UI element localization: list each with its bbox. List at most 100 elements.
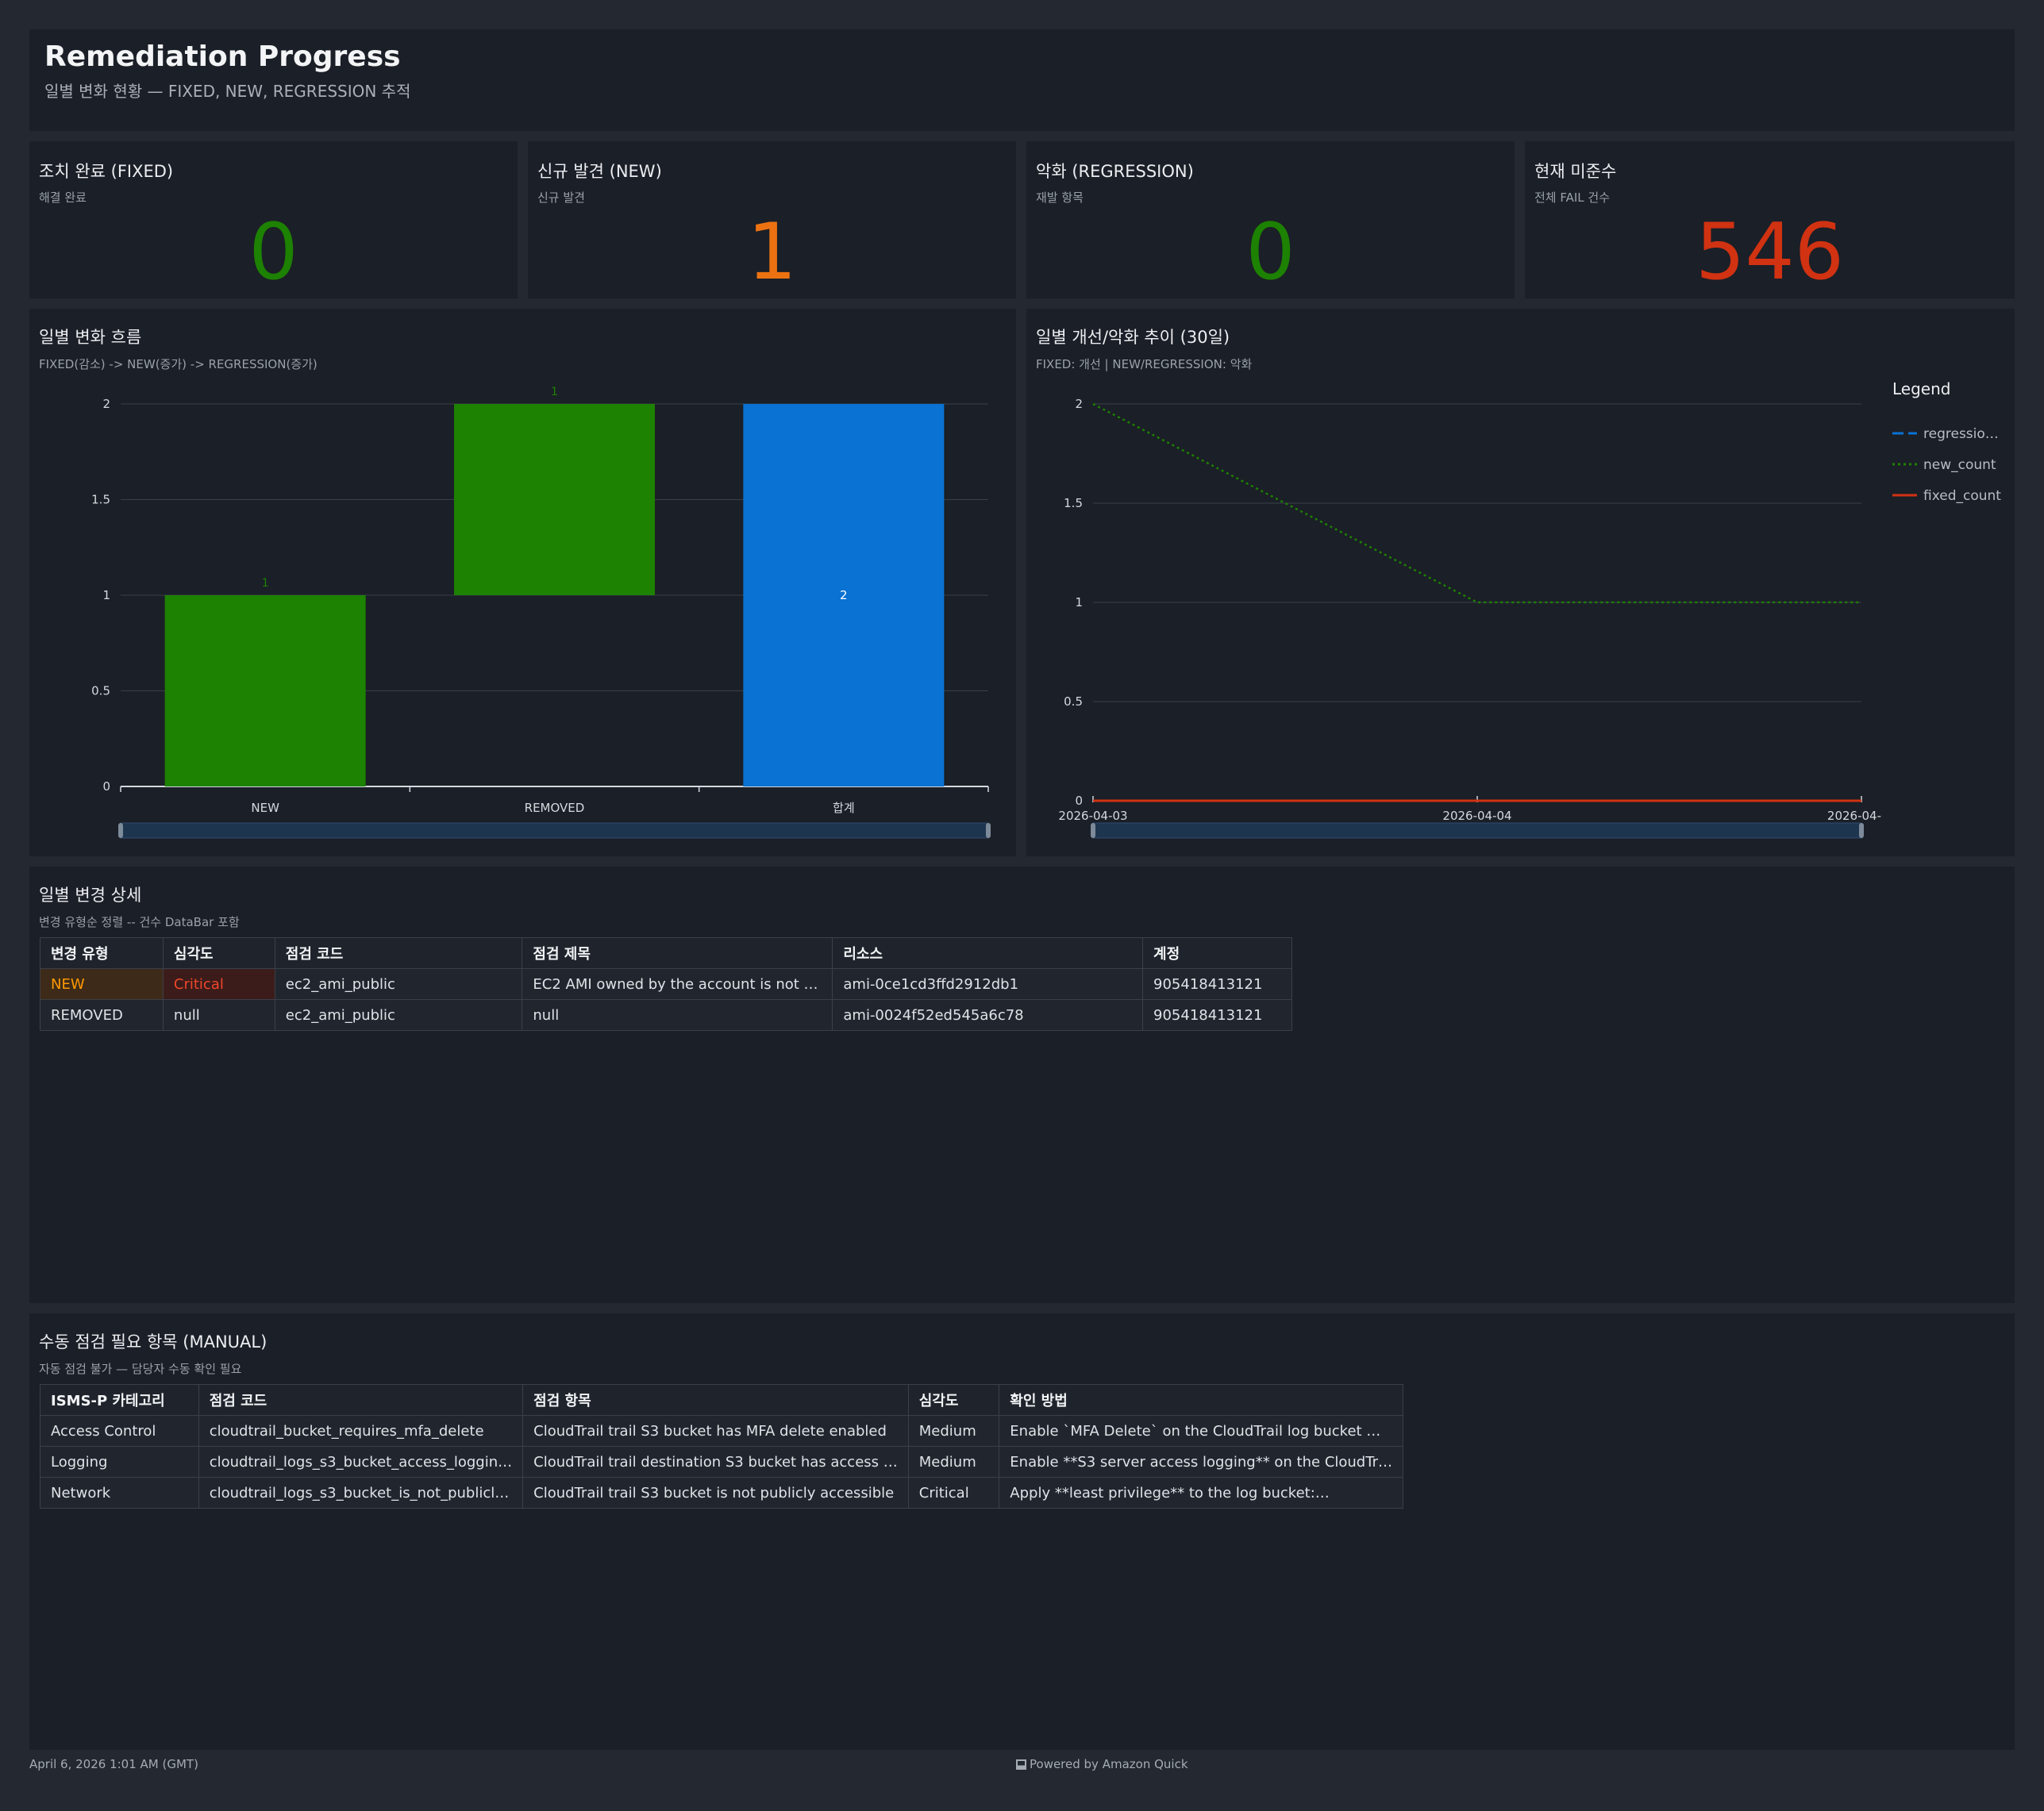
legend-label: new_count <box>1923 457 1996 473</box>
category-cell: Logging <box>40 1446 199 1478</box>
kpi-title: 현재 미준수 <box>1534 162 1617 181</box>
x-tick-label: REMOVED <box>525 801 585 815</box>
check-item-cell: CloudTrail trail S3 bucket has MFA delet… <box>522 1415 909 1447</box>
severity-cell: Critical <box>162 968 275 1000</box>
column-header[interactable]: 심각도 <box>162 937 275 969</box>
chart-logo-icon <box>1016 1759 1026 1770</box>
kpi-title: 신규 발견 (NEW) <box>537 162 662 181</box>
change-type-cell: NEW <box>40 968 164 1000</box>
table-row[interactable]: Network cloudtrail_logs_s3_bucket_is_not… <box>40 1477 1403 1509</box>
change-type-cell: REMOVED <box>40 999 164 1031</box>
column-header[interactable]: ISMS-P 카테고리 <box>40 1384 199 1416</box>
column-header[interactable]: 심각도 <box>907 1384 1000 1416</box>
manual-subtitle: 자동 점검 불가 — 담당자 수동 확인 필요 <box>39 1362 242 1376</box>
resource-cell: ami-0ce1cd3ffd2912db1 <box>832 968 1144 1000</box>
scrollbar-handle-right <box>986 823 991 838</box>
y-tick-label: 1.5 <box>91 493 110 507</box>
column-header[interactable]: 점검 코드 <box>198 1384 524 1416</box>
kpi-value: 0 <box>248 207 298 298</box>
account-cell: 905418413121 <box>1142 968 1292 1000</box>
manual-title: 수동 점검 필요 항목 (MANUAL) <box>39 1332 268 1352</box>
header-panel: Remediation Progress 일별 변화 현황 — FIXED, N… <box>29 29 2015 131</box>
severity-cell: Critical <box>907 1477 1000 1509</box>
powered-by-text: Powered by Amazon Quick <box>1030 1757 1188 1771</box>
category-cell: Network <box>40 1477 199 1509</box>
check-title-cell: EC2 AMI owned by the account is not … <box>522 968 833 1000</box>
column-header[interactable]: 리소스 <box>832 937 1144 969</box>
kpi-title: 조치 완료 (FIXED) <box>39 162 174 181</box>
x-tick-label: NEW <box>251 801 279 815</box>
kpi-subtitle: 신규 발견 <box>537 190 585 205</box>
waterfall-subtitle: FIXED(감소) -> NEW(증가) -> REGRESSION(증가) <box>39 357 318 371</box>
page-subtitle: 일별 변화 현황 — FIXED, NEW, REGRESSION 추적 <box>44 82 411 101</box>
changes-subtitle: 변경 유형순 정렬 -- 건수 DataBar 포함 <box>39 915 240 929</box>
waterfall-bar <box>164 595 366 786</box>
scrollbar-handle-left <box>118 823 123 838</box>
y-tick-label: 1 <box>1075 595 1083 609</box>
data-label: 1 <box>551 386 558 398</box>
kpi-title: 악화 (REGRESSION) <box>1036 162 1194 181</box>
column-header[interactable]: 확인 방법 <box>999 1384 1403 1416</box>
manual-table[interactable]: ISMS-P 카테고리 점검 코드 점검 항목 심각도 확인 방법 Access… <box>40 1384 1403 1509</box>
method-cell: Enable **S3 server access logging** on t… <box>999 1446 1403 1478</box>
waterfall-bar <box>454 404 655 595</box>
check-item-cell: CloudTrail trail S3 bucket is not public… <box>522 1477 909 1509</box>
column-header[interactable]: 점검 제목 <box>522 937 833 969</box>
changes-panel: 일별 변경 상세 변경 유형순 정렬 -- 건수 DataBar 포함 변경 유… <box>29 867 2015 1303</box>
method-cell: Apply **least privilege** to the log buc… <box>999 1477 1403 1509</box>
check-item-cell: CloudTrail trail destination S3 bucket h… <box>522 1446 909 1478</box>
changes-title: 일별 변경 상세 <box>39 886 142 905</box>
table-header-row: 변경 유형 심각도 점검 코드 점검 제목 리소스 계정 <box>40 937 1292 969</box>
column-header[interactable]: 점검 코드 <box>274 937 523 969</box>
y-tick-label: 0.5 <box>91 684 110 698</box>
trend-panel[interactable]: 일별 개선/악화 추이 (30일) FIXED: 개선 | NEW/REGRES… <box>1026 309 2015 856</box>
footer-powered[interactable]: Powered by Amazon Quick <box>1016 1757 1188 1771</box>
category-cell: Access Control <box>40 1415 199 1447</box>
waterfall-title: 일별 변화 흐름 <box>39 328 142 347</box>
legend-label: regressio… <box>1923 426 1999 442</box>
kpi-regression[interactable]: 악화 (REGRESSION) 재발 항목 0 <box>1026 141 1515 298</box>
kpi-value: 0 <box>1245 207 1295 298</box>
y-tick-label: 2 <box>102 397 110 411</box>
scrollbar-handle-left <box>1091 823 1095 838</box>
resource-cell: ami-0024f52ed545a6c78 <box>832 999 1144 1031</box>
kpi-new[interactable]: 신규 발견 (NEW) 신규 발견 1 <box>528 141 1016 298</box>
column-header[interactable]: 변경 유형 <box>40 937 164 969</box>
column-header[interactable]: 계정 <box>1142 937 1292 969</box>
y-tick-label: 0 <box>1075 794 1083 808</box>
check-code-cell: cloudtrail_bucket_requires_mfa_delete <box>198 1415 524 1447</box>
manual-panel: 수동 점검 필요 항목 (MANUAL) 자동 점검 불가 — 담당자 수동 확… <box>29 1313 2015 1750</box>
severity-cell: null <box>162 999 275 1031</box>
check-code-cell: ec2_ami_public <box>274 968 523 1000</box>
y-tick-label: 0 <box>102 779 110 794</box>
table-row[interactable]: Logging cloudtrail_logs_s3_bucket_access… <box>40 1446 1403 1478</box>
kpi-subtitle: 재발 항목 <box>1036 190 1084 205</box>
changes-table[interactable]: 변경 유형 심각도 점검 코드 점검 제목 리소스 계정 NEW Critica… <box>40 937 1292 1031</box>
waterfall-bar <box>743 404 945 786</box>
kpi-noncompliant[interactable]: 현재 미준수 전체 FAIL 건수 546 <box>1525 141 2015 298</box>
y-tick-label: 1 <box>102 588 110 602</box>
y-tick-label: 1.5 <box>1064 496 1083 510</box>
trend-chart[interactable]: 0 0.5 1 1.5 2 2026-04-03 2026-04-04 2026-04- Leg… <box>1026 309 2015 856</box>
column-header[interactable]: 점검 항목 <box>522 1384 909 1416</box>
scrollbar-handle-right <box>1859 823 1864 838</box>
data-label: 1 <box>262 577 269 590</box>
waterfall-panel[interactable]: 일별 변화 흐름 FIXED(감소) -> NEW(증가) -> REGRESS… <box>29 309 1016 856</box>
check-code-cell: cloudtrail_logs_s3_bucket_is_not_publicl… <box>198 1477 524 1509</box>
x-tick-label: 2026-04-04 <box>1442 809 1511 823</box>
kpi-fixed[interactable]: 조치 완료 (FIXED) 해결 완료 0 <box>29 141 518 298</box>
waterfall-chart[interactable]: 0 0.5 1 1.5 2 1 NEW 1 REMOVED 2 합계 <box>29 309 1016 856</box>
x-tick-label: 2026-04-03 <box>1058 809 1127 823</box>
x-scrollbar <box>120 822 989 839</box>
y-tick-label: 0.5 <box>1064 694 1083 709</box>
account-cell: 905418413121 <box>1142 999 1292 1031</box>
kpi-subtitle: 해결 완료 <box>39 190 87 205</box>
check-code-cell: cloudtrail_logs_s3_bucket_access_loggin… <box>198 1446 524 1478</box>
table-row[interactable]: NEW Critical ec2_ami_public EC2 AMI owne… <box>40 968 1292 1000</box>
trend-title: 일별 개선/악화 추이 (30일) <box>1036 328 1230 347</box>
table-row[interactable]: Access Control cloudtrail_bucket_require… <box>40 1415 1403 1447</box>
severity-cell: Medium <box>907 1415 1000 1447</box>
x-tick-label: 합계 <box>833 801 855 815</box>
table-row[interactable]: REMOVED null ec2_ami_public null ami-002… <box>40 999 1292 1031</box>
check-code-cell: ec2_ami_public <box>274 999 523 1031</box>
